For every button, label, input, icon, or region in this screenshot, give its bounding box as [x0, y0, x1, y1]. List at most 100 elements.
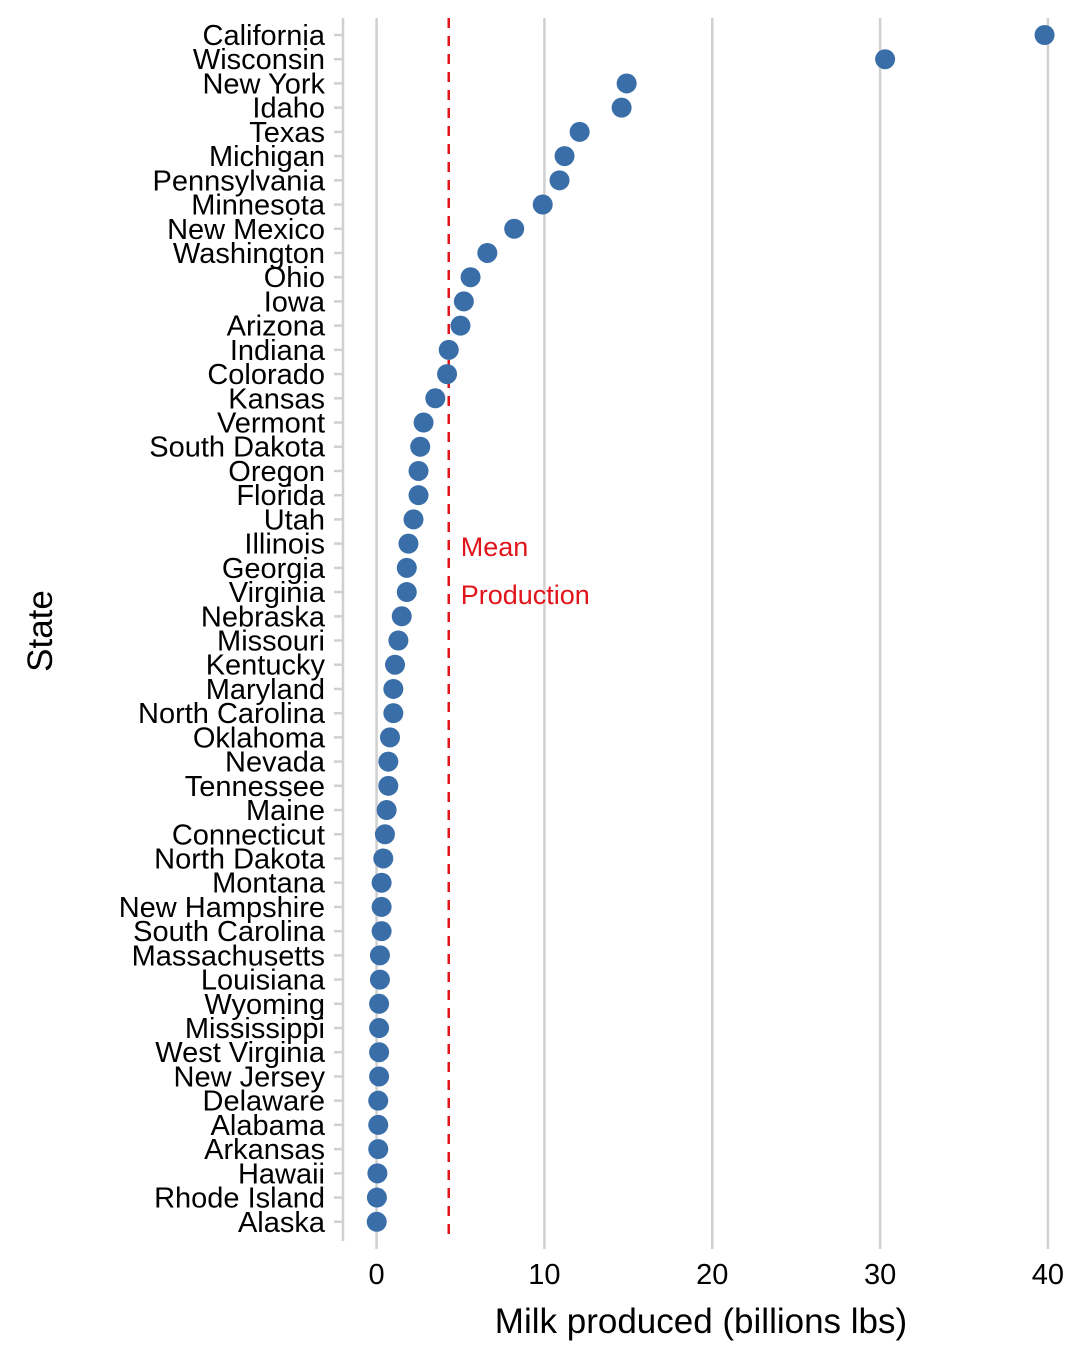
- data-point: [477, 242, 498, 263]
- state-label: Georgia: [222, 553, 326, 585]
- data-point: [410, 436, 431, 457]
- x-tick-label: 10: [528, 1259, 560, 1291]
- state-label: New Mexico: [167, 214, 325, 246]
- state-label: Connecticut: [172, 819, 325, 851]
- state-label: Michigan: [209, 141, 325, 173]
- state-label: Oklahoma: [193, 722, 326, 754]
- state-label: West Virginia: [155, 1037, 326, 1069]
- data-point: [383, 678, 404, 699]
- state-label: Pennsylvania: [153, 165, 326, 197]
- data-point: [408, 485, 429, 506]
- state-label: Illinois: [244, 529, 325, 561]
- state-label: Iowa: [264, 286, 326, 318]
- state-label: Nebraska: [201, 601, 326, 633]
- state-label: Minnesota: [191, 190, 326, 222]
- x-gridlines: [375, 18, 1050, 1241]
- data-point: [378, 751, 399, 772]
- data-point: [369, 1018, 390, 1039]
- data-point: [369, 1066, 390, 1087]
- data-point: [391, 606, 412, 627]
- state-label: California: [203, 20, 326, 52]
- data-point: [376, 800, 397, 821]
- x-tick-label: 20: [696, 1259, 728, 1291]
- data-point: [374, 824, 395, 845]
- state-label: Vermont: [217, 408, 325, 440]
- data-point: [408, 460, 429, 481]
- data-point: [532, 194, 553, 215]
- data-point: [403, 509, 424, 530]
- x-tick-label: 40: [1032, 1259, 1064, 1291]
- data-point: [1034, 25, 1055, 45]
- data-point: [367, 1163, 388, 1184]
- state-label: New York: [202, 68, 325, 100]
- state-label: Maryland: [206, 674, 325, 706]
- state-label: Colorado: [207, 359, 325, 391]
- x-tick-labels: 0 10 20 30 40: [368, 1259, 1064, 1291]
- data-point: [373, 848, 394, 869]
- state-label: Oregon: [228, 456, 325, 488]
- state-label: Wisconsin: [193, 44, 325, 76]
- data-point: [611, 97, 632, 118]
- data-points: [366, 25, 1055, 1232]
- state-label: Rhode Island: [154, 1183, 325, 1215]
- data-point: [437, 364, 458, 385]
- data-point: [383, 703, 404, 724]
- data-point: [388, 630, 409, 651]
- x-tick-label: 30: [864, 1259, 896, 1291]
- data-point: [396, 582, 417, 603]
- data-point: [569, 121, 590, 142]
- state-label: South Carolina: [133, 916, 326, 948]
- state-label: South Dakota: [149, 432, 326, 464]
- state-label: Massachusetts: [132, 940, 325, 972]
- state-label: Wyoming: [204, 989, 325, 1021]
- state-label: Maine: [246, 795, 325, 827]
- state-label: Alabama: [211, 1110, 326, 1142]
- state-label: Utah: [264, 504, 325, 536]
- mean-annotation-line: Production: [461, 580, 590, 610]
- data-point: [460, 267, 481, 288]
- state-label: Idaho: [252, 93, 325, 125]
- data-point: [369, 969, 390, 990]
- state-label: Alaska: [238, 1207, 326, 1239]
- state-label: Montana: [212, 868, 326, 900]
- state-label: North Dakota: [154, 843, 326, 875]
- data-point: [398, 533, 419, 554]
- data-point: [368, 1114, 389, 1135]
- state-label: Missouri: [217, 626, 325, 658]
- data-point: [368, 1139, 389, 1160]
- state-label: Florida: [236, 480, 326, 512]
- data-point: [875, 49, 896, 70]
- data-point: [371, 921, 392, 942]
- state-label: New Jersey: [174, 1061, 326, 1093]
- data-point: [379, 727, 400, 748]
- data-point: [396, 557, 417, 578]
- data-point: [413, 412, 434, 433]
- mean-line-group: Mean Production: [447, 18, 590, 1241]
- state-label: Louisiana: [201, 965, 326, 997]
- data-point: [378, 775, 399, 796]
- state-label: Arizona: [227, 311, 326, 343]
- data-point: [366, 1187, 387, 1208]
- state-label: Ohio: [264, 262, 325, 294]
- state-label: North Carolina: [138, 698, 326, 730]
- data-point: [369, 993, 390, 1014]
- y-axis-title: State: [21, 590, 60, 672]
- state-label: Indiana: [230, 335, 326, 367]
- data-point: [438, 339, 459, 360]
- state-label: Kentucky: [206, 650, 326, 682]
- state-label: Tennessee: [185, 771, 325, 803]
- x-tick-label: 0: [368, 1259, 384, 1291]
- data-point: [425, 388, 446, 409]
- data-point: [368, 1090, 389, 1111]
- data-point: [504, 218, 525, 239]
- axes: [334, 18, 1050, 1249]
- data-point: [371, 872, 392, 893]
- data-point: [453, 291, 474, 312]
- state-label: Texas: [249, 117, 325, 149]
- x-axis-title: Milk produced (billions lbs): [495, 1302, 907, 1341]
- data-point: [554, 146, 575, 167]
- data-point: [616, 73, 637, 94]
- data-point: [369, 945, 390, 966]
- data-point: [385, 654, 406, 675]
